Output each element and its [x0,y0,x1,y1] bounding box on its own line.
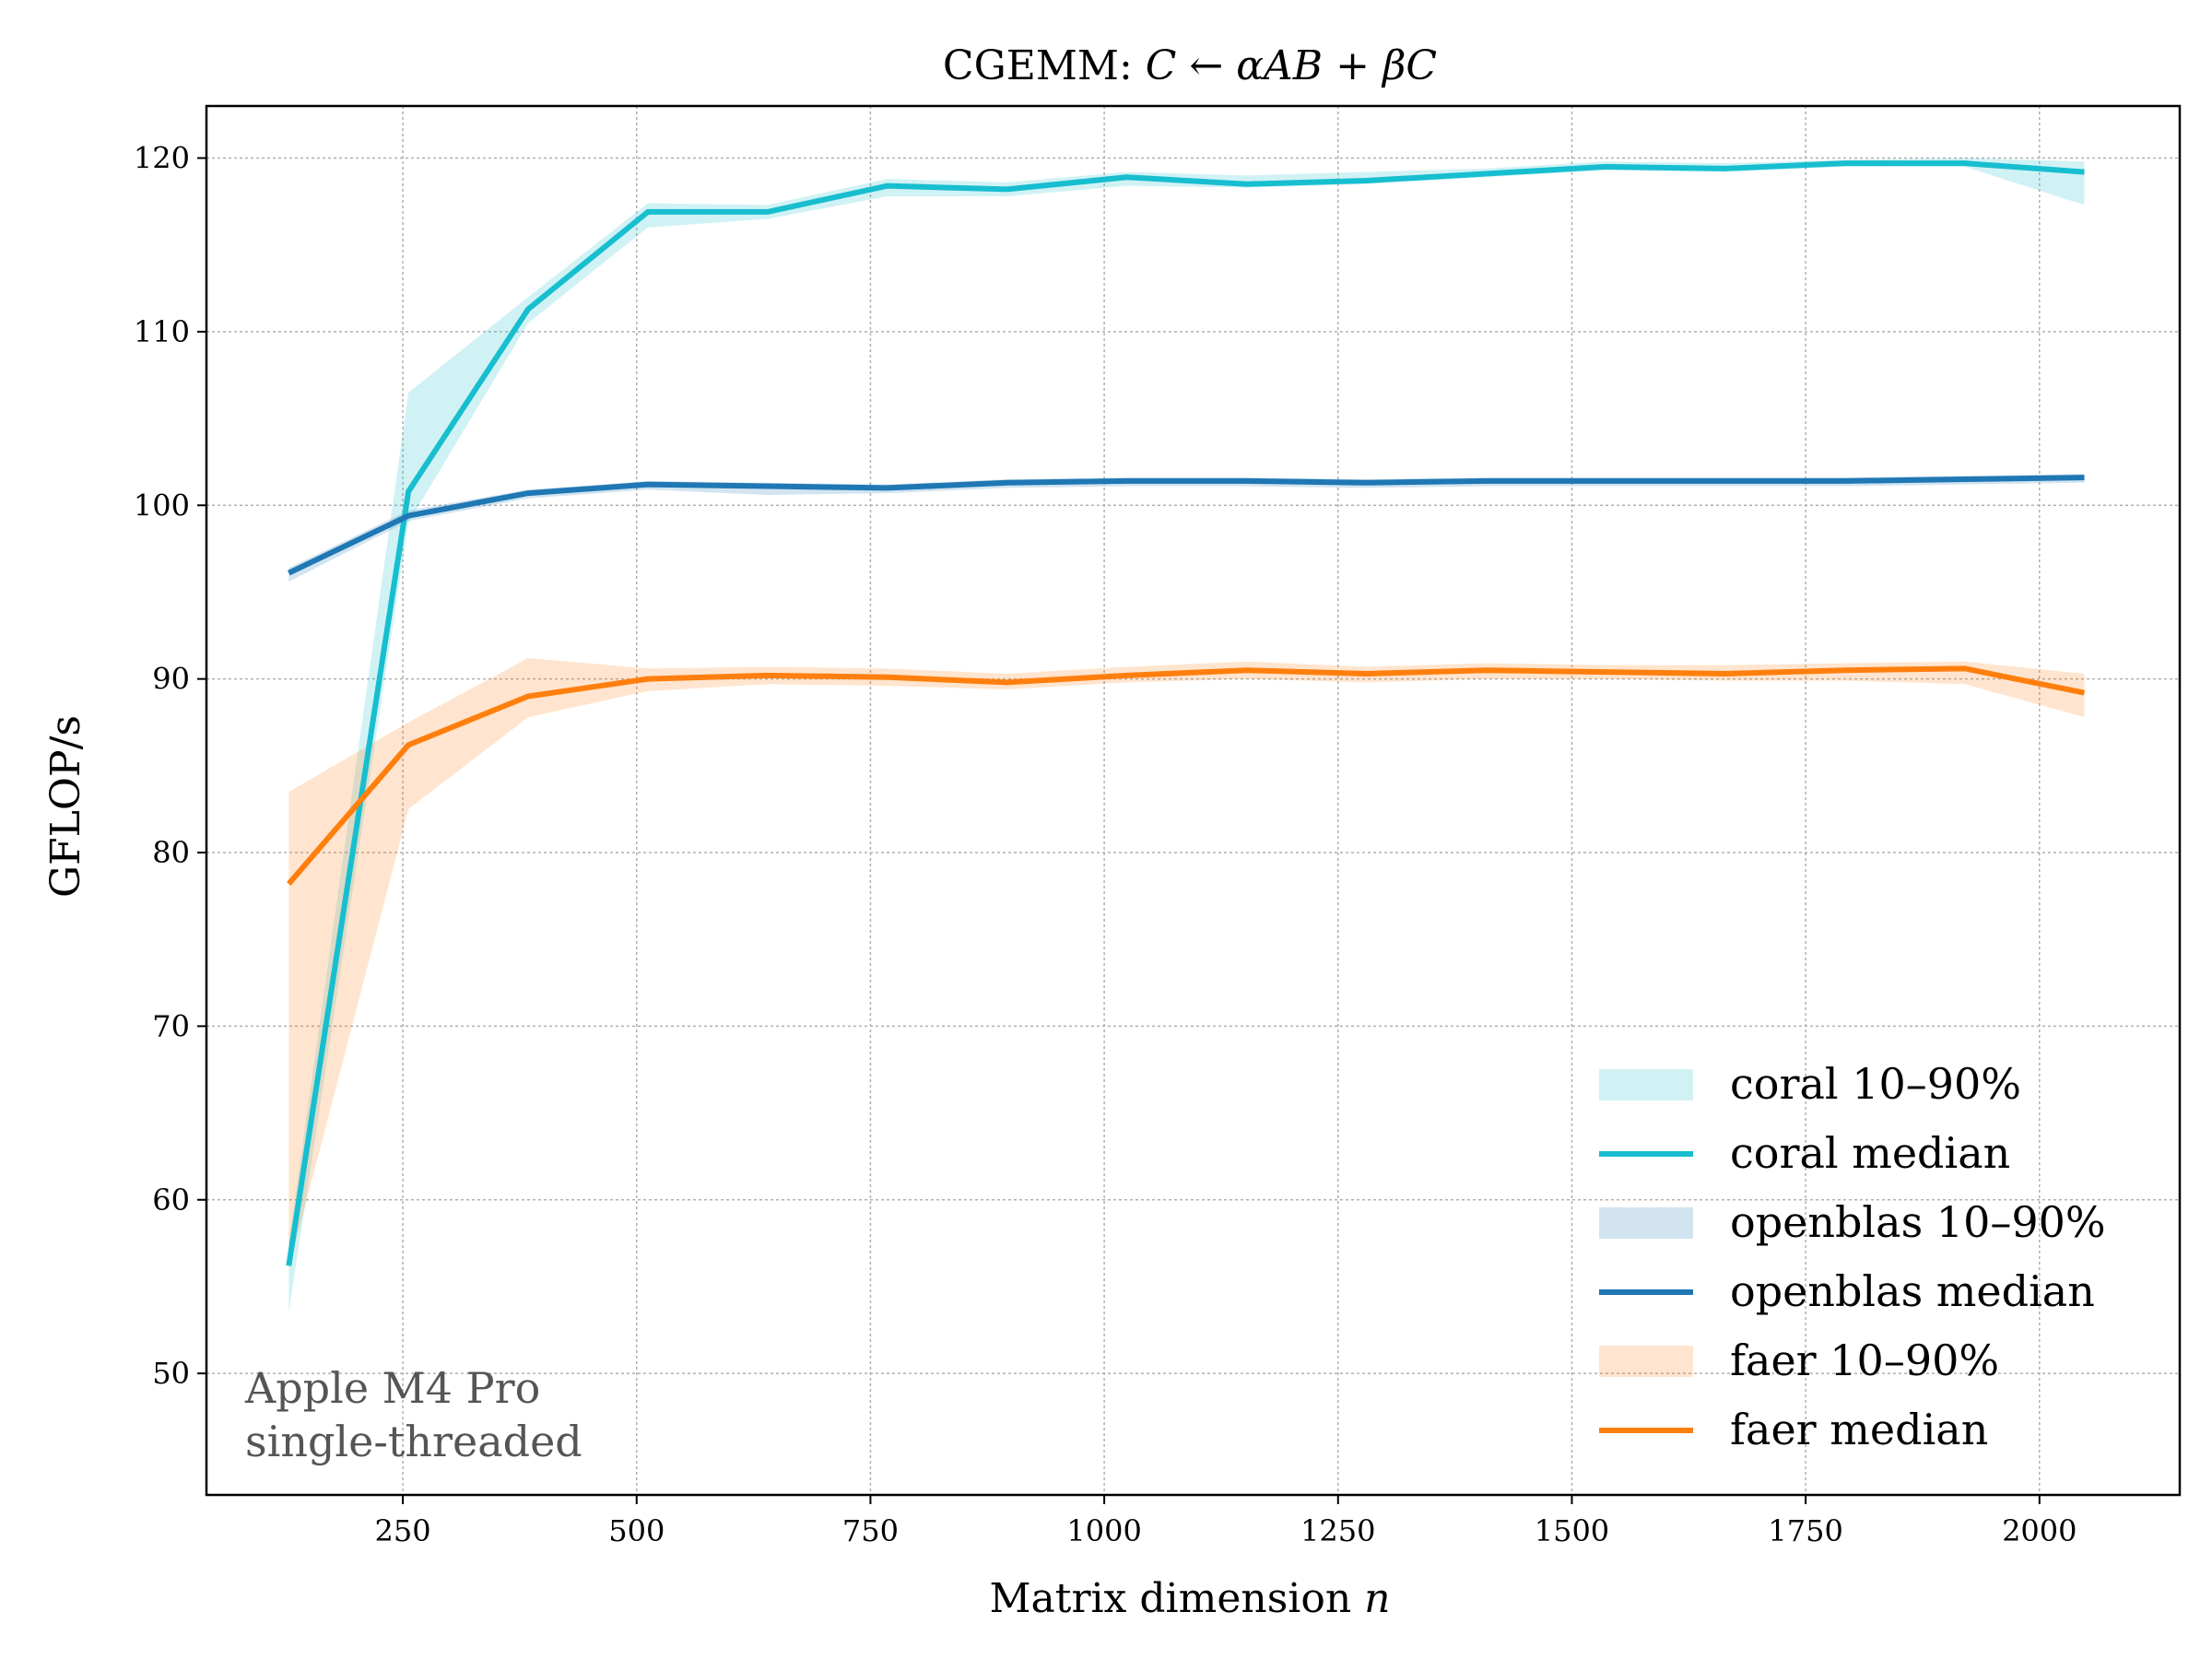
legend-label: faer 10–90% [1730,1335,1999,1385]
x-tick-label: 500 [608,1513,665,1548]
y-tick-label: 100 [134,488,190,523]
y-tick-label: 120 [134,141,190,176]
y-tick-label: 50 [152,1356,190,1391]
x-tick-label: 1250 [1300,1513,1375,1548]
x-axis-label: Matrix dimension n [989,1575,1390,1622]
legend-swatch-band [1599,1069,1693,1100]
y-tick-label: 60 [152,1182,190,1218]
grid [206,106,2180,1495]
chart-title-math: C ← αAB + βC [1146,42,1437,89]
y-tick-label: 80 [152,835,190,870]
legend-label: openblas median [1730,1266,2095,1316]
annotation-line-1: Apple M4 Pro [244,1363,540,1413]
coral-median-line [286,160,2085,1266]
faer-median-line [287,665,2086,886]
x-tick-label: 1750 [1768,1513,1842,1548]
x-tick-label: 2000 [2002,1513,2077,1548]
x-tick-label: 250 [375,1513,431,1548]
legend-label: coral median [1730,1128,2010,1178]
y-axis-ticks: 50 60 70 80 90 100 110 120 [134,141,206,1391]
x-tick-label: 1500 [1535,1513,1609,1548]
y-axis-label: GFLOP/s [42,715,89,898]
legend-swatch-band [1599,1207,1693,1239]
plot-frame [205,104,2182,1497]
y-tick-label: 90 [152,662,190,697]
openblas-band [288,474,2085,582]
x-tick-label: 1000 [1066,1513,1141,1548]
legend: coral 10–90% coral median openblas 10–90% o… [1599,1059,2106,1454]
legend-label: faer median [1730,1405,1988,1454]
x-axis-ticks: 250 500 750 1000 1250 1500 1750 2000 [375,1495,2077,1548]
x-tick-label: 750 [842,1513,899,1548]
chart-title-prefix: CGEMM: [943,42,1146,89]
annotation-line-2: single-threaded [245,1417,582,1466]
y-tick-label: 110 [134,314,190,349]
openblas-median-line [287,475,2085,576]
chart-title: CGEMM: C ← αAB + βC [943,42,1437,89]
y-tick-label: 70 [152,1008,190,1043]
x-axis-label-prefix: Matrix dimension [989,1575,1364,1622]
x-axis-label-math: n [1364,1575,1390,1622]
median-lines [286,160,2086,1266]
legend-label: coral 10–90% [1730,1059,2021,1109]
legend-label: openblas 10–90% [1730,1197,2106,1247]
legend-swatch-band [1599,1346,1693,1377]
